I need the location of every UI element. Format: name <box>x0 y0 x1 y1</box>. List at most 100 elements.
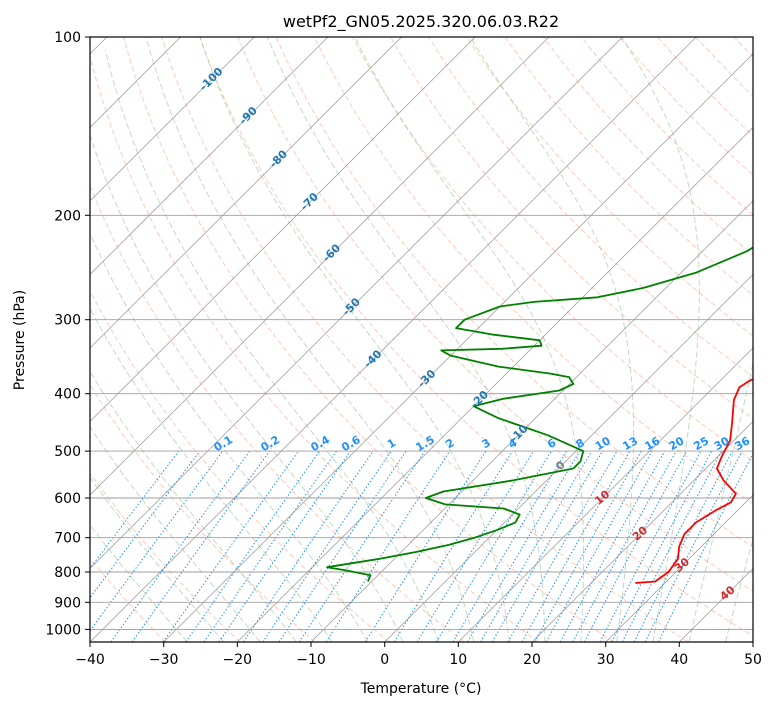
mixing-ratio-line <box>435 450 552 642</box>
isotherm <box>384 273 753 642</box>
isotherm <box>90 37 550 496</box>
y-axis-title: Pressure (hPa) <box>12 290 28 390</box>
mixing-ratio-line <box>262 450 392 642</box>
mixing-ratio-line <box>545 450 653 642</box>
isotherm <box>90 37 623 570</box>
mixing-ratio-line <box>218 450 351 642</box>
moist-adiabat <box>469 37 634 642</box>
moist-adiabat <box>90 231 369 642</box>
moist-adiabat <box>90 307 333 642</box>
dry-adiabat <box>90 383 316 642</box>
moist-adiabat <box>354 37 584 642</box>
isotherm <box>90 37 255 202</box>
mixing-ratio-line <box>534 450 642 642</box>
mixing-ratio-line <box>611 450 713 642</box>
moist-adiabat <box>104 49 439 642</box>
y-tick-label: 500 <box>54 444 81 460</box>
y-tick-label: 800 <box>54 565 81 581</box>
isotherm <box>752 641 753 642</box>
mixing-ratio-line <box>599 450 702 642</box>
y-tick-label: 100 <box>54 30 81 46</box>
dry-adiabat <box>351 37 753 462</box>
y-tick-label: 1000 <box>45 622 81 638</box>
x-axis-title: Temperature (°C) <box>360 681 482 697</box>
y-tick-label: 400 <box>54 387 81 403</box>
plot-background <box>90 37 753 642</box>
y-tick-label: 300 <box>54 313 81 329</box>
y-tick-label: 200 <box>54 208 81 224</box>
x-axis: −40 −30 −20 −10 0 10 20 30 40 50 <box>75 642 762 668</box>
dry-adiabat <box>90 472 241 642</box>
mixing-ratio-line <box>559 450 666 642</box>
isotherm <box>90 37 476 423</box>
mixing-ratio-line <box>583 450 688 642</box>
isotherm <box>458 347 753 642</box>
moist-adiabat <box>725 537 753 642</box>
dry-adiabat <box>428 37 753 378</box>
mixing-ratio-line <box>416 450 535 642</box>
isotherm <box>90 37 697 642</box>
y-tick-label: 600 <box>54 491 81 507</box>
background-lines <box>90 37 753 642</box>
x-tick-label: −10 <box>296 652 326 668</box>
mixing-ratio-line <box>521 450 631 642</box>
moist-adiabat <box>90 370 297 642</box>
isotherm <box>90 37 402 349</box>
mixing-ratio-line <box>393 450 513 642</box>
isotherm <box>163 53 753 642</box>
moist-adiabat <box>90 425 261 642</box>
moist-adiabat <box>199 37 510 642</box>
dry-adiabat <box>199 37 753 637</box>
isotherm <box>237 126 753 642</box>
mixing-ratio-line <box>621 450 722 642</box>
chart-title: wetPf2_GN05.2025.320.06.03.R22 <box>283 12 559 32</box>
x-tick-label: 20 <box>523 652 541 668</box>
x-tick-label: 0 <box>380 652 389 668</box>
mixing-ratio-line <box>131 450 271 642</box>
mixing-ratio-line <box>364 450 487 642</box>
dry-adiabat <box>122 37 614 642</box>
mixing-ratio-line <box>278 450 407 642</box>
dry-adiabat <box>90 289 390 642</box>
x-tick-label: 40 <box>670 652 688 668</box>
plot-frame <box>89 36 754 643</box>
dewpoint-line <box>326 246 753 582</box>
mixing-ratio-line <box>162 450 299 642</box>
dry-adiabat <box>237 37 753 592</box>
dry-adiabat <box>90 557 166 642</box>
x-tick-label: −20 <box>223 652 253 668</box>
mixing-ratio-line <box>572 450 677 642</box>
mixing-ratio-line <box>658 452 753 642</box>
mixing-ratio-line <box>185 450 321 642</box>
dry-adiabat <box>313 37 753 505</box>
mixing-ratio-line <box>325 450 451 642</box>
pressure-gridlines <box>90 37 753 630</box>
y-axis: 100 200 300 400 500 600 700 800 900 1000 <box>45 30 90 638</box>
dry-adiabat <box>161 37 689 642</box>
moist-adiabat <box>267 37 546 642</box>
x-tick-label: 30 <box>597 652 615 668</box>
isotherm <box>90 37 329 275</box>
dry-adiabat <box>504 37 753 296</box>
x-tick-label: 10 <box>449 652 467 668</box>
dry-adiabat <box>90 54 540 642</box>
mixing-ratio-line <box>110 450 251 642</box>
mixing-ratio-line <box>90 450 224 632</box>
mixing-ratio-line <box>644 450 743 642</box>
dry-adiabat <box>90 184 465 642</box>
dry-adiabat <box>275 37 753 548</box>
mixing-ratio-line <box>203 450 337 642</box>
isotherm <box>531 420 753 642</box>
x-tick-label: −40 <box>75 652 105 668</box>
x-tick-label: 50 <box>744 652 762 668</box>
isotherm <box>605 494 753 642</box>
isotherm <box>310 200 753 642</box>
mixing-ratio-line <box>633 450 733 642</box>
temperature-line <box>635 378 753 584</box>
mixing-ratio-line <box>242 450 374 642</box>
profile-lines <box>326 246 753 584</box>
moist-adiabat <box>90 133 404 642</box>
y-tick-label: 900 <box>54 595 81 611</box>
moist-adiabat <box>145 37 475 642</box>
